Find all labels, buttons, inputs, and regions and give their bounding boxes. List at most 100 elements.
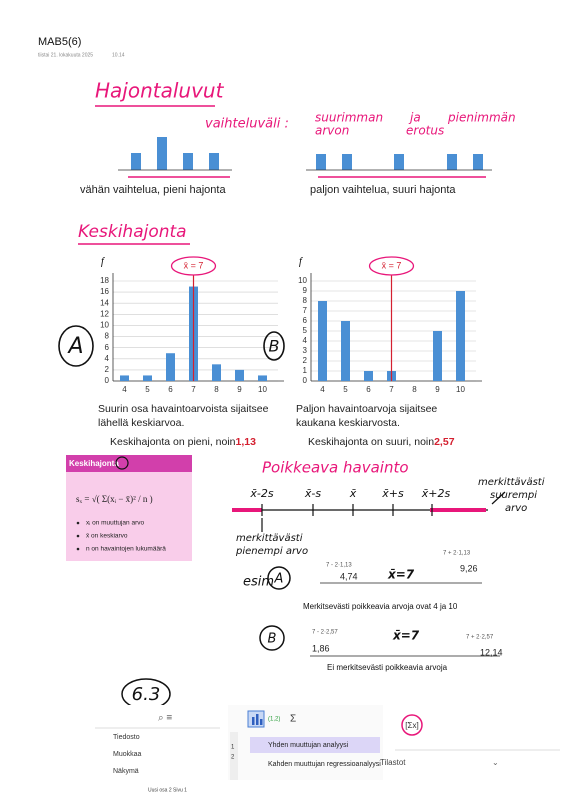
summary: Keskihajonta on pieni, noin	[110, 436, 236, 448]
x-tick-label: 8	[214, 385, 219, 394]
caption: lähellä keskiarvoa.	[98, 417, 184, 429]
spread-diagram	[118, 137, 492, 178]
heading: Poikkeava havainto	[262, 459, 409, 477]
mean-label: x̄ = 7	[382, 260, 402, 270]
calc: 7 + 2·1,13	[443, 551, 471, 557]
circle	[263, 331, 285, 361]
panel-title[interactable]: Tilastot	[380, 758, 406, 767]
caption: kaukana keskiarvosta.	[296, 417, 400, 429]
bullet: x̄ on keskiarvo	[86, 533, 128, 540]
bullet: xᵢ on muuttujan arvo	[86, 520, 144, 527]
app-screenshot: ⌕ ≡ 1 2 [Σx] ⌄	[95, 705, 560, 780]
bar	[166, 353, 175, 381]
option[interactable]: Kahden muuttujan regressioanalyysi	[268, 761, 381, 768]
circle	[259, 625, 285, 651]
formula-box	[66, 455, 192, 561]
option[interactable]: Yhden muuttujan analyysi	[268, 742, 349, 749]
y-tick-label: 6	[303, 316, 308, 325]
x-tick-label: 9	[237, 385, 242, 394]
x-tick-label: 6	[366, 385, 371, 394]
svg-text:2: 2	[231, 755, 235, 761]
result: 12,14	[480, 647, 503, 657]
time: 10.14	[112, 52, 125, 58]
date: tiistai 21. lokakuuta 2025	[38, 52, 93, 58]
caption: paljon vaihtelua, suuri hajonta	[310, 184, 456, 196]
note: suurempi	[490, 490, 537, 501]
range-def: arvon	[315, 124, 349, 138]
caption: Paljon havaintoarvoja sijaitsee	[296, 403, 437, 415]
bar	[341, 321, 350, 381]
page-title: MAB5(6)	[38, 36, 81, 48]
y-tick-label: 2	[303, 356, 308, 365]
toolbar-item[interactable]: (1,2)	[268, 717, 280, 723]
x-tick-label: 6	[168, 385, 173, 394]
x-tick-label: 8	[412, 385, 417, 394]
y-tick-label: 16	[100, 287, 109, 296]
x-tick-label: 10	[456, 385, 465, 394]
line-label: x̄+s	[381, 487, 404, 500]
menu-item[interactable]: Tiedosto	[113, 734, 140, 741]
note: arvo	[505, 503, 527, 514]
circle	[368, 256, 415, 276]
mean: x̄=7	[387, 568, 415, 582]
y-tick-label: 7	[303, 306, 308, 315]
menu-item[interactable]: Näkymä	[113, 768, 139, 775]
label: B	[268, 632, 277, 647]
x-tick-label: 10	[258, 385, 267, 394]
line-label: x̄-s	[304, 487, 321, 500]
caption: Suurin osa havaintoarvoista sijaitsee	[98, 403, 269, 415]
svg-text:[Σx]: [Σx]	[405, 721, 418, 730]
y-tick-label: 0	[303, 376, 308, 385]
x-tick-label: 5	[145, 385, 150, 394]
y-tick-label: 0	[105, 376, 110, 385]
circle	[170, 256, 217, 276]
range-def: pienimmän	[447, 111, 516, 125]
y-tick-label: 5	[303, 326, 308, 335]
summary: Keskihajonta on suuri, noin	[308, 436, 434, 448]
heading: Hajontaluvut	[95, 79, 225, 103]
chart-label: A	[66, 334, 83, 359]
menu-item[interactable]: Muokkaa	[113, 751, 142, 758]
range-label: vaihteluväli :	[205, 117, 289, 132]
summary-value: 1,13	[236, 436, 257, 448]
y-tick-label: 10	[298, 276, 307, 285]
mean: x̄=7	[392, 629, 420, 643]
y-tick-label: 6	[105, 343, 110, 352]
y-tick-label: 3	[303, 346, 308, 355]
conclusion: Ei merkitsevästi poikkeavia arvoja	[327, 663, 448, 672]
formula-header	[66, 455, 192, 472]
note: merkittävästi	[478, 477, 545, 488]
svg-text:⌄: ⌄	[492, 758, 499, 767]
x-tick-label: 7	[191, 385, 196, 394]
bar	[364, 371, 373, 381]
note: merkittävästi	[236, 533, 303, 544]
y-tick-label: 2	[105, 365, 110, 374]
circle	[115, 456, 129, 470]
svg-text:⌕ ≡: ⌕ ≡	[158, 713, 172, 724]
y-tick-label: 14	[100, 298, 109, 307]
calc: 7 - 2·1,13	[326, 563, 352, 569]
mean-label: x̄ = 7	[184, 260, 204, 270]
bullets	[76, 521, 80, 551]
line-label: x̄+2s	[421, 487, 451, 500]
bar	[433, 331, 442, 381]
calc: 7 + 2·2,57	[466, 635, 494, 641]
circle	[267, 566, 291, 590]
chart-label: B	[269, 337, 280, 356]
heading: Keskihajonta	[78, 222, 187, 242]
range-def: erotus	[406, 124, 444, 138]
y-tick-label: 4	[303, 336, 308, 345]
result: 9,26	[460, 563, 478, 573]
y-tick-label: 9	[303, 286, 308, 295]
range-def: suurimman	[315, 111, 383, 125]
footer: Uusi osa 2 Sivu 1	[148, 787, 187, 793]
range-def: ja	[408, 111, 421, 125]
bar	[235, 369, 244, 381]
bar	[143, 375, 152, 381]
number-line	[232, 491, 506, 532]
result: 1,86	[312, 643, 330, 653]
x-tick-label: 7	[389, 385, 394, 394]
toolbar-item[interactable]: Σ	[290, 714, 296, 725]
